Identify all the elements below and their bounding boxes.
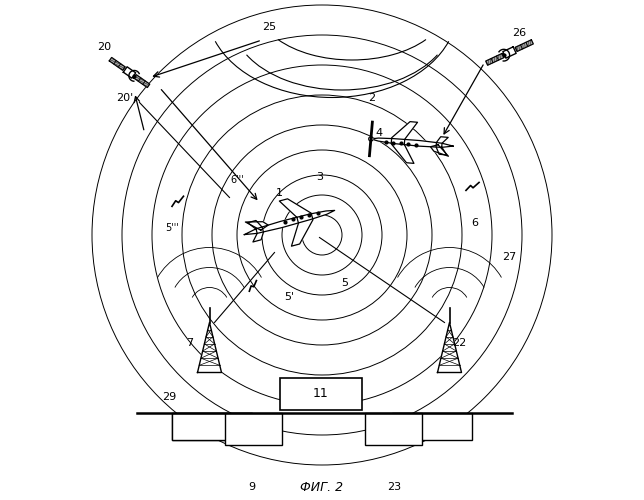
Text: 6: 6 [471, 218, 478, 228]
Text: 4: 4 [376, 128, 383, 138]
Circle shape [368, 136, 373, 141]
Text: 20': 20' [116, 92, 133, 102]
Polygon shape [486, 54, 504, 65]
Polygon shape [503, 47, 516, 58]
Bar [279, 378, 362, 410]
Polygon shape [430, 145, 448, 156]
Text: 3: 3 [316, 172, 323, 182]
Text: 6''': 6''' [230, 175, 244, 185]
Polygon shape [248, 220, 263, 242]
Text: 5''': 5''' [165, 222, 179, 232]
Polygon shape [437, 322, 462, 372]
Polygon shape [279, 199, 313, 246]
Polygon shape [244, 210, 335, 234]
Polygon shape [436, 136, 448, 155]
Text: 23: 23 [388, 482, 402, 492]
Text: 2: 2 [368, 92, 375, 102]
Text: 5': 5' [285, 292, 294, 302]
Text: ФИГ. 2: ФИГ. 2 [301, 481, 343, 494]
Polygon shape [391, 122, 417, 164]
Text: 5: 5 [341, 278, 348, 287]
Polygon shape [371, 138, 453, 147]
Polygon shape [198, 322, 222, 372]
Polygon shape [123, 67, 136, 78]
Text: 29: 29 [162, 392, 176, 402]
Bar [392, 412, 472, 440]
Text: 22: 22 [452, 338, 467, 347]
Polygon shape [109, 58, 125, 70]
Text: 25: 25 [263, 22, 276, 32]
Polygon shape [245, 222, 268, 230]
Text: 27: 27 [502, 252, 516, 262]
Bar [225, 412, 282, 445]
Bar [172, 412, 252, 440]
Bar [365, 412, 422, 445]
Text: 20: 20 [97, 42, 111, 52]
Text: 1: 1 [276, 188, 283, 198]
Polygon shape [134, 74, 150, 88]
Text: 26: 26 [513, 28, 527, 38]
Text: 7: 7 [186, 338, 193, 347]
Text: 11: 11 [313, 387, 328, 400]
Text: 9: 9 [249, 482, 256, 492]
Polygon shape [515, 40, 533, 52]
Bar [172, 412, 252, 440]
